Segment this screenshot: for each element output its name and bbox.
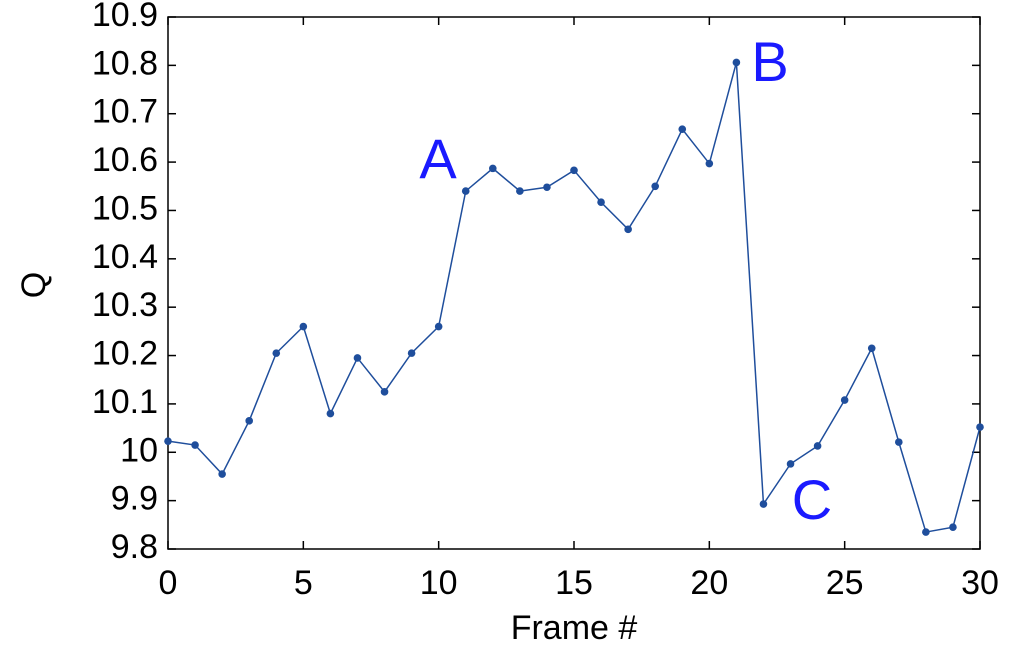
data-point (597, 198, 605, 207)
data-point (786, 460, 795, 468)
data-point (461, 187, 470, 195)
y-tick-label: 10.4 (92, 238, 158, 276)
y-tick-label: 10.1 (92, 383, 158, 421)
data-point (705, 159, 714, 168)
data-point (732, 58, 741, 67)
data-point (245, 417, 253, 425)
data-point (895, 438, 903, 446)
annotation: A (419, 127, 457, 190)
data-point (922, 528, 930, 536)
y-tick-label: 10.6 (92, 141, 158, 179)
y-tick-label: 10.9 (92, 0, 158, 34)
data-point (218, 470, 226, 478)
x-axis-label: Frame # (511, 609, 638, 647)
data-point (813, 442, 822, 450)
data-point (353, 354, 362, 362)
data-point (867, 344, 876, 353)
x-tick-label: 20 (690, 564, 728, 602)
data-point (407, 349, 416, 357)
y-tick-label: 10 (120, 431, 158, 469)
y-tick-label: 10.3 (92, 286, 158, 324)
data-point (299, 322, 308, 331)
x-tick-label: 10 (420, 564, 458, 602)
y-tick-label: 10.2 (92, 335, 158, 373)
data-point (949, 523, 957, 532)
data-point (543, 183, 551, 192)
data-point (624, 225, 632, 234)
data-point (516, 187, 524, 195)
data-point (570, 166, 578, 175)
y-tick-label: 10.7 (92, 93, 158, 131)
data-point (191, 441, 199, 449)
y-axis-label: Q (15, 272, 53, 298)
data-point (164, 437, 172, 445)
x-tick-label: 5 (294, 564, 313, 602)
data-point (976, 423, 984, 431)
annotation: B (751, 30, 788, 93)
data-point (651, 182, 659, 191)
x-tick-label: 30 (961, 564, 999, 602)
data-point (380, 388, 389, 396)
annotation: C (792, 468, 832, 531)
data-point (759, 500, 768, 508)
y-tick-label: 9.8 (111, 528, 158, 566)
data-point (840, 396, 849, 404)
x-tick-label: 15 (555, 564, 593, 602)
data-point (489, 164, 497, 173)
y-tick-label: 10.5 (92, 189, 158, 227)
data-point (678, 125, 687, 134)
y-tick-label: 9.9 (111, 480, 158, 518)
data-point (272, 349, 281, 357)
x-tick-label: 0 (159, 564, 178, 602)
plot-frame (167, 16, 981, 550)
x-tick-label: 25 (826, 564, 864, 602)
data-point (434, 322, 443, 331)
data-line (167, 62, 981, 533)
data-point (326, 409, 335, 418)
y-tick-label: 10.8 (92, 44, 158, 82)
